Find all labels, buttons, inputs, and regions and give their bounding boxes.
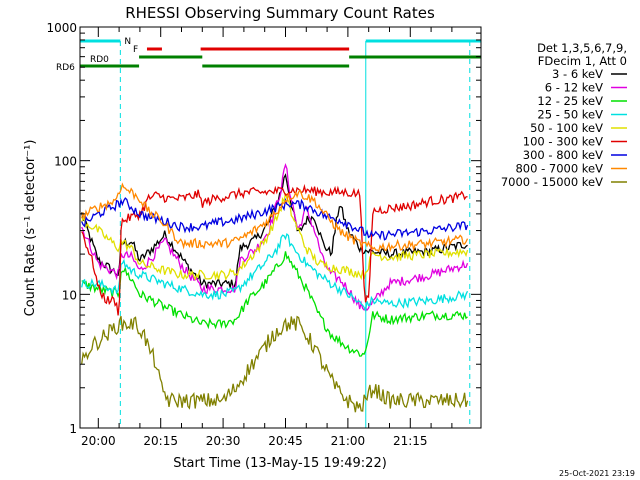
legend-label-7: 300 - 800 keV (523, 148, 603, 162)
night-flag-label: N (124, 37, 131, 47)
legend-label-5: 50 - 100 keV (530, 121, 603, 135)
series-line-3 (81, 251, 468, 357)
series-line-5 (81, 193, 469, 281)
x-tick-label: 20:00 (81, 434, 116, 448)
legend-label-8: 800 - 7000 keV (515, 162, 603, 176)
axes (79, 26, 482, 429)
y-tick-label: 10 (62, 288, 77, 302)
legend-label-9: 7000 - 15000 keV (501, 175, 603, 189)
x-tick-label: 20:15 (143, 434, 178, 448)
timestamp: 25-Oct-2021 23:19 (559, 469, 635, 478)
series-line-6 (81, 183, 468, 316)
state-flags: NF RD6 RD0 (56, 37, 481, 428)
x-tick-label: 20:30 (206, 434, 241, 448)
x-axis-label: Start Time (13-May-15 19:49:22) (173, 456, 387, 471)
x-tick-label: 20:45 (268, 434, 303, 448)
series-lines (81, 163, 469, 413)
legend-label-4: 25 - 50 keV (537, 108, 603, 122)
rd0-flag-label: RD0 (90, 55, 109, 65)
y-axis-label: Count Rate (s⁻¹ detector⁻¹) (23, 140, 38, 317)
legend-header-line-1: Det 1,3,5,6,7,9, (537, 41, 627, 55)
x-tick-label: 21:00 (331, 434, 366, 448)
x-tick-label: 21:15 (393, 434, 428, 448)
series-line-9 (81, 315, 469, 413)
series-line-4 (81, 232, 469, 313)
rd6-flag-label: RD6 (56, 63, 75, 73)
axis-ticks: 1 10 100 1000 20:00 20:15 20:30 20:45 21:00 21:15 (46, 21, 481, 448)
series-line-8 (81, 182, 469, 253)
y-tick-label: 100 (54, 155, 77, 169)
chart-title: RHESSI Observing Summary Count Rates (125, 4, 435, 22)
legend-label-2: 6 - 12 keV (545, 81, 603, 95)
legend-header-line-2: FDecim 1, Att 0 (538, 54, 627, 68)
plot-frame (79, 26, 482, 429)
legend-label-3: 12 - 25 keV (537, 94, 603, 108)
y-tick-label: 1000 (46, 21, 77, 35)
flare-flag-label: F (133, 45, 138, 55)
series-line-7 (81, 197, 469, 241)
legend-label-1: 3 - 6 keV (552, 67, 603, 81)
legend: Det 1,3,5,6,7,9, FDecim 1, Att 0 3 - 6 k… (501, 41, 627, 189)
legend-label-6: 100 - 300 keV (523, 135, 603, 149)
y-tick-label: 1 (69, 422, 77, 436)
